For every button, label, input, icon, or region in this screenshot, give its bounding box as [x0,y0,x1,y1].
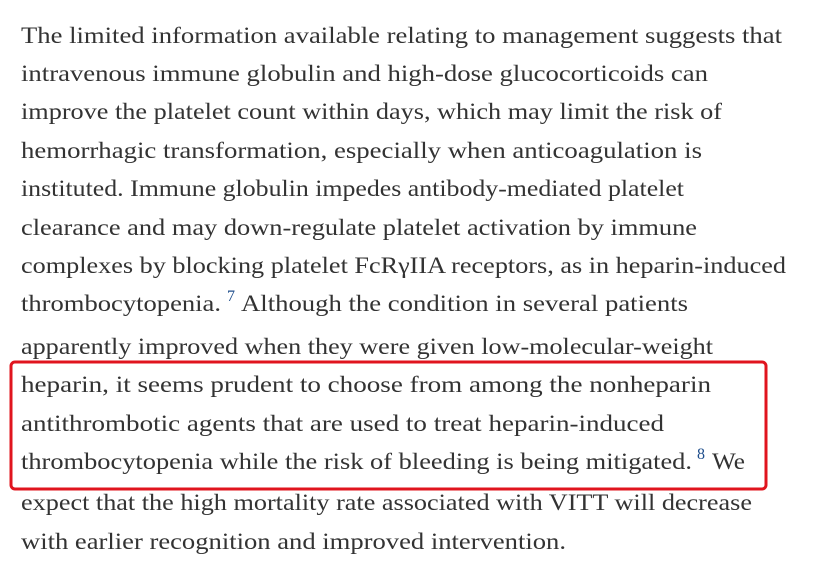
text-line: hemorrhagic transformation, especially w… [21,138,702,163]
text-line: We [712,449,745,474]
text-line: apparently improved when they were given… [21,334,714,359]
highlight-box [9,360,768,491]
footnote-ref: 8 [697,446,705,463]
text-line: clearance and may down-regulate platelet… [21,215,697,240]
text-line: The limited information available relati… [21,23,783,48]
text-line: Although the condition in several patien… [241,291,688,316]
text-line: expect that the high mortality rate asso… [21,490,752,515]
text-line: heparin, it seems prudent to choose from… [21,372,712,397]
text-line: instituted. Immune globulin impedes anti… [21,176,685,201]
footnote-ref: 7 [227,288,235,305]
text-line: thrombocytopenia while the risk of bleed… [21,449,692,474]
text-line: with earlier recognition and improved in… [21,529,566,554]
text-line: improve the platelet count within days, … [21,99,722,124]
text-line: complexes by blocking platelet FcRγIIA r… [21,253,787,278]
text-line: antithrombotic agents that are used to t… [21,411,665,436]
text-line: intravenous immune globulin and high-dos… [21,61,709,86]
text-line: thrombocytopenia. [21,291,221,316]
